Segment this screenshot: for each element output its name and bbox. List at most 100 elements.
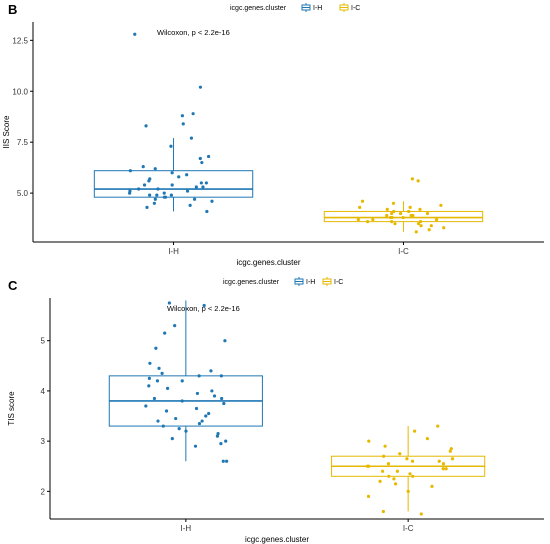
data-point-i-c — [418, 207, 422, 212]
data-point-i-h — [169, 193, 173, 197]
data-point-i-h — [144, 404, 148, 408]
data-point-i-c — [380, 469, 385, 473]
data-point-i-c — [429, 224, 433, 228]
data-point-i-h — [198, 156, 202, 161]
data-point-i-c — [408, 472, 412, 476]
data-point-i-h — [156, 187, 160, 191]
data-point-i-h — [204, 414, 208, 418]
data-point-i-h — [162, 195, 166, 199]
data-point-i-h — [184, 429, 188, 433]
legend-c: icgc.genes.cluster I-H I-C — [223, 277, 343, 286]
data-point-i-h — [180, 379, 184, 383]
data-point-i-c — [413, 429, 417, 433]
data-point-i-h — [191, 112, 195, 116]
legend-label-ic-c: I-C — [334, 279, 343, 286]
data-point-i-c — [398, 452, 402, 456]
panel-letter-b: B — [8, 2, 17, 17]
data-point-i-h — [162, 191, 166, 195]
data-point-i-c — [383, 444, 387, 448]
data-point-i-c — [411, 474, 415, 478]
data-point-i-h — [215, 434, 220, 438]
data-point-i-c — [366, 220, 370, 224]
data-point-i-c — [367, 464, 371, 468]
data-point-i-h — [222, 401, 226, 406]
data-point-i-c — [430, 484, 434, 488]
y-tick-label-c: 2 — [41, 487, 46, 496]
data-point-i-c — [425, 437, 429, 441]
data-point-i-c — [390, 220, 394, 224]
x-axis-title-b: icgc.genes.cluster — [236, 258, 300, 267]
data-point-i-c — [449, 447, 453, 451]
data-point-i-h — [174, 416, 178, 421]
data-point-i-c — [356, 217, 360, 222]
data-point-i-h — [148, 361, 152, 365]
data-point-i-c — [385, 213, 389, 218]
data-point-i-c — [398, 211, 403, 216]
data-point-i-h — [170, 183, 174, 187]
x-tick-label-ic-b: I-C — [398, 247, 409, 256]
y-tick-label-c: 4 — [41, 387, 46, 396]
y-tick-label-b: 10.0 — [12, 87, 28, 96]
legend-key-ic-b — [339, 3, 349, 12]
wilcoxon-annotation-c: Wilcoxon, p < 2.2e-16 — [167, 304, 240, 313]
data-point-i-h — [163, 331, 167, 335]
data-point-i-h — [207, 154, 211, 159]
data-point-i-h — [164, 409, 169, 413]
data-point-i-h — [185, 173, 189, 177]
data-point-i-h — [225, 459, 229, 463]
x-axis-title-c: icgc.genes.cluster — [245, 535, 309, 544]
data-point-i-h — [161, 424, 165, 428]
data-point-i-c — [367, 439, 371, 443]
y-axis-title-c: TIS score — [7, 391, 16, 426]
data-point-i-h — [152, 201, 156, 205]
data-point-i-h — [180, 399, 184, 403]
data-point-i-c — [388, 215, 393, 220]
data-point-i-h — [144, 124, 148, 128]
y-tick-label-b: 5.0 — [17, 189, 29, 198]
y-axis-title-b: IIS Score — [2, 115, 11, 148]
data-point-i-h — [165, 386, 170, 391]
data-point-i-h — [185, 189, 190, 193]
data-point-i-c — [448, 449, 452, 453]
data-point-i-h — [193, 444, 198, 448]
data-point-i-h — [220, 396, 224, 401]
data-point-i-h — [167, 301, 171, 305]
data-point-i-c — [419, 224, 423, 228]
data-point-i-h — [219, 374, 223, 378]
data-point-i-h — [189, 136, 194, 140]
y-tick-label-c: 5 — [41, 337, 46, 346]
data-point-i-h — [160, 371, 164, 375]
data-point-i-c — [401, 215, 405, 220]
data-point-i-c — [405, 457, 409, 461]
data-point-i-h — [192, 197, 197, 201]
legend-key-ih-c — [294, 277, 304, 286]
data-point-i-h — [180, 114, 184, 118]
legend-label-ih-c: I-H — [306, 279, 315, 286]
legend-label-ic-b: I-C — [351, 5, 360, 12]
data-point-i-h — [156, 419, 160, 423]
data-point-i-h — [169, 144, 173, 148]
data-point-i-h — [147, 384, 151, 388]
data-point-i-c — [414, 230, 418, 234]
legend-key-ic-c — [322, 277, 332, 286]
data-point-i-c — [439, 203, 443, 207]
data-point-i-h — [153, 167, 157, 171]
data-point-i-c — [416, 179, 420, 183]
data-point-i-h — [223, 339, 227, 343]
box-i-c — [323, 210, 484, 223]
data-point-i-c — [381, 509, 385, 514]
data-point-i-h — [210, 199, 214, 203]
data-point-i-h — [201, 185, 205, 189]
data-point-i-h — [199, 181, 203, 185]
data-point-i-h — [195, 391, 200, 396]
data-point-i-c — [408, 205, 412, 209]
data-point-i-c — [392, 477, 396, 481]
data-point-i-h — [216, 432, 220, 436]
data-point-i-c — [427, 228, 431, 232]
legend-title-b: icgc.genes.cluster — [230, 5, 287, 12]
data-point-i-c — [378, 479, 382, 483]
data-point-i-c — [444, 467, 448, 471]
data-point-i-h — [221, 459, 225, 463]
data-point-i-h — [141, 165, 145, 169]
